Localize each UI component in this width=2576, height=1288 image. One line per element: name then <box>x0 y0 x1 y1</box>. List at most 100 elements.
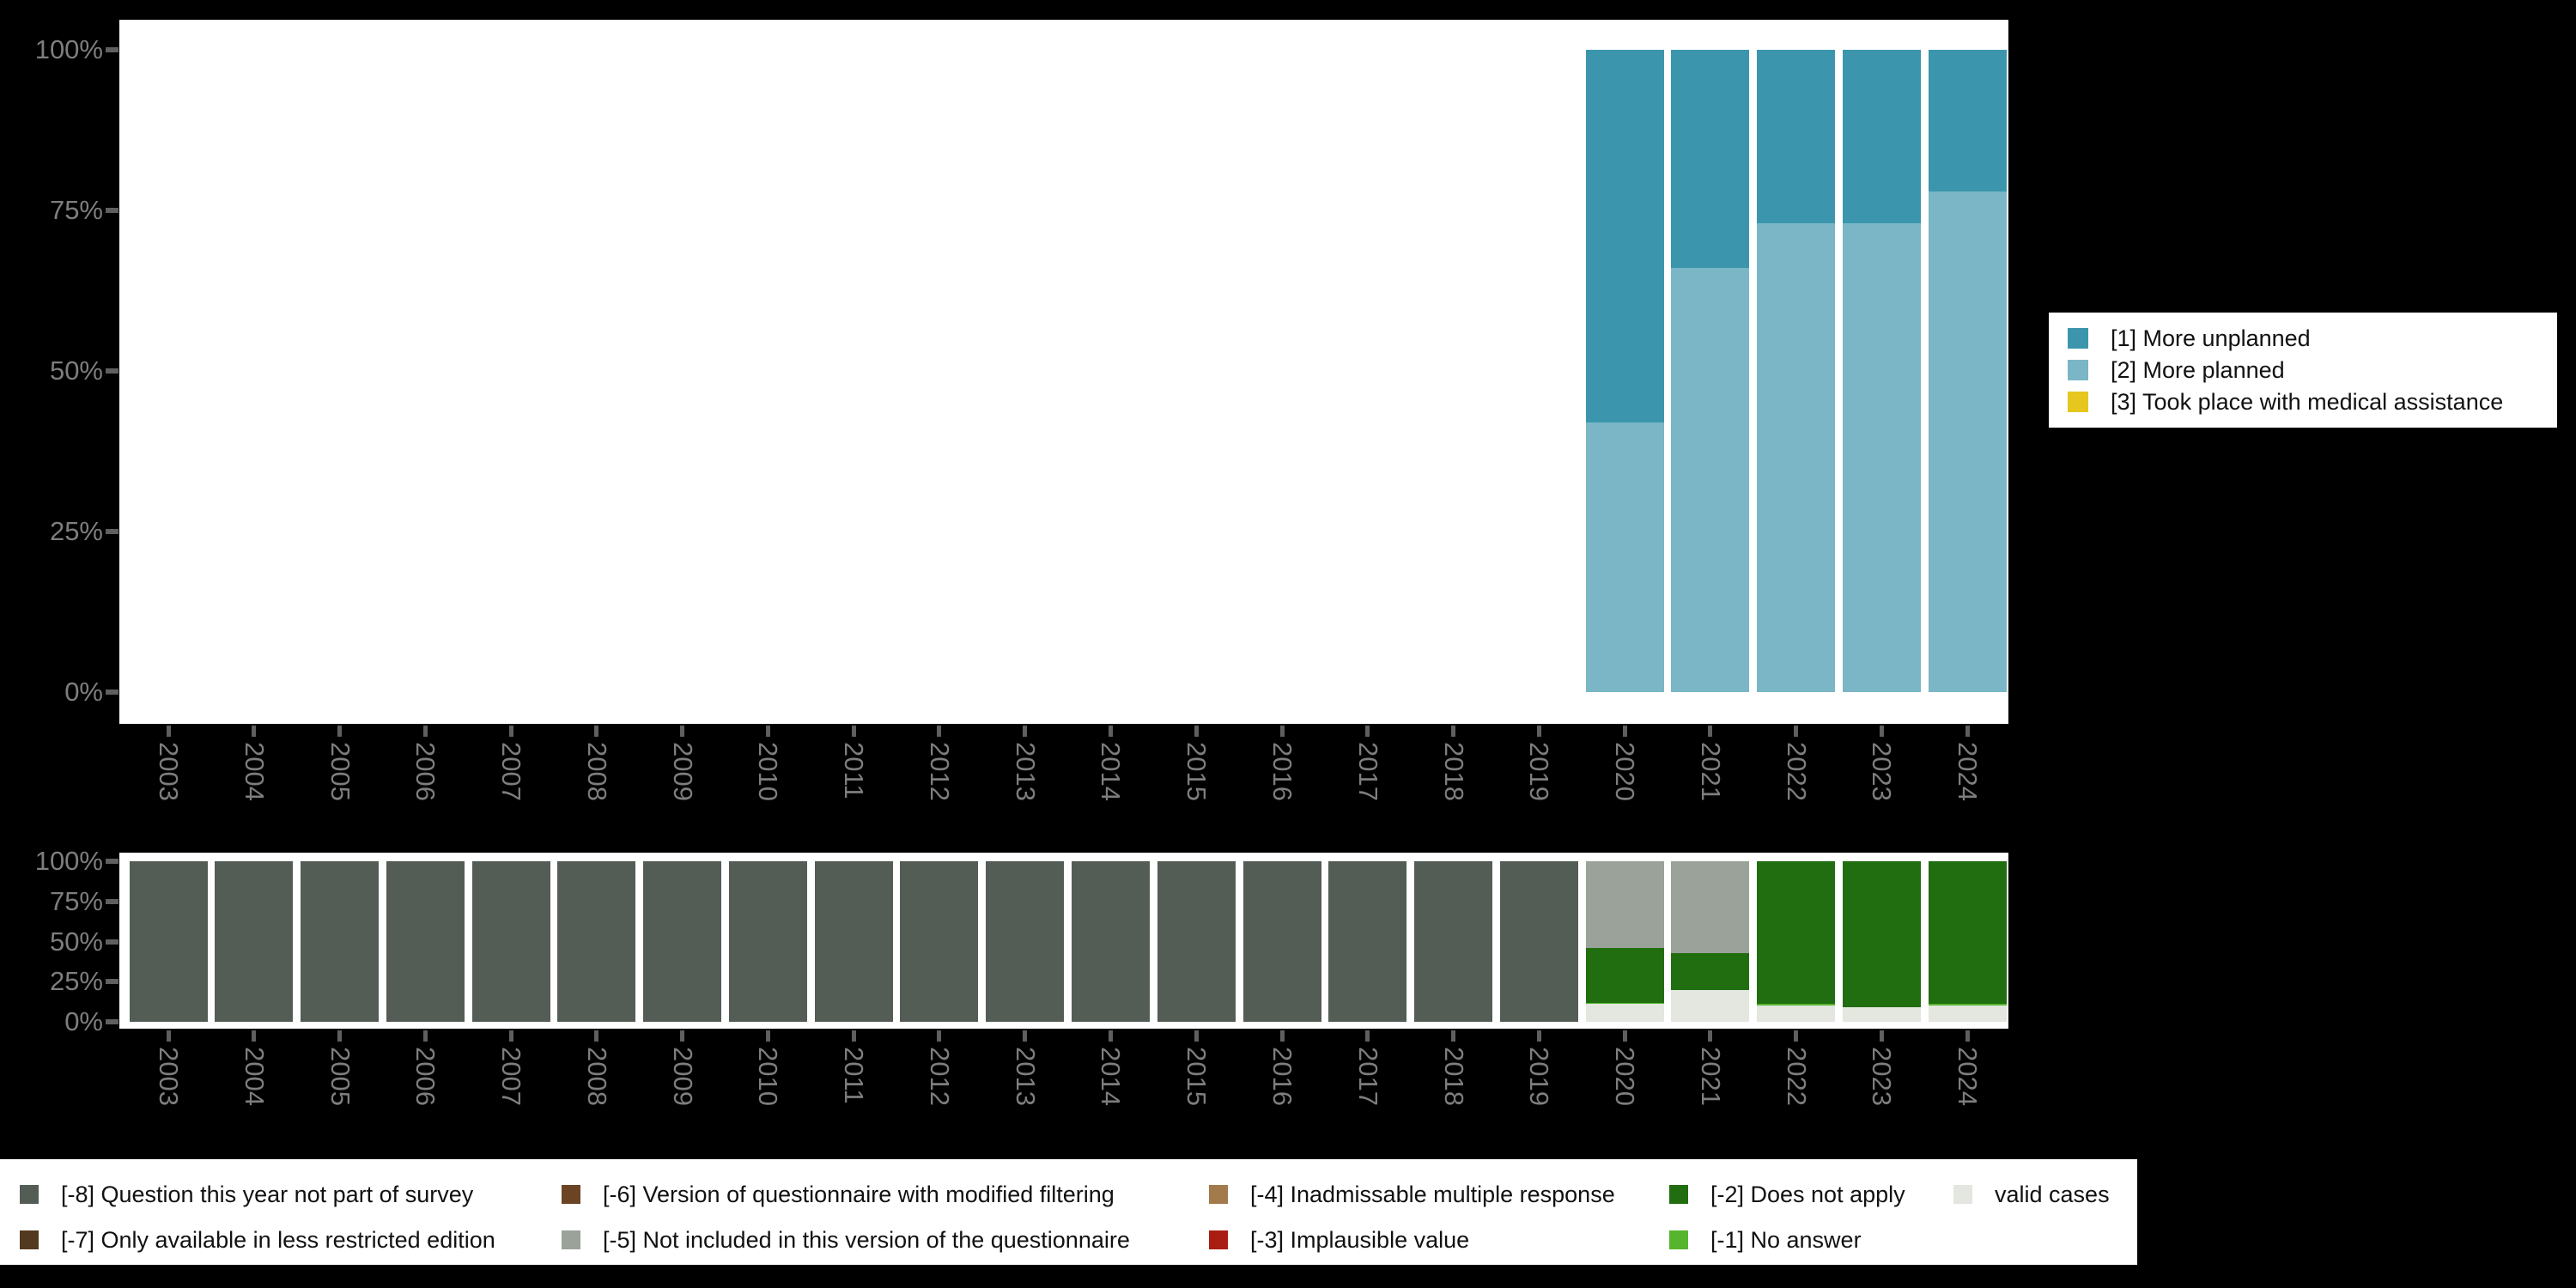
x-axis-tick-label: 2009 <box>667 742 698 801</box>
bar-segment-2024 <box>1928 861 2007 1005</box>
x-axis-tick-label: 2020 <box>1610 1047 1641 1106</box>
legend-color-swatch <box>20 1185 39 1204</box>
x-axis-tick <box>422 1030 428 1042</box>
bar-segment-2009 <box>643 861 722 1022</box>
legend-item: [-3] Implausible value <box>1209 1227 1469 1253</box>
y-axis-tick-label: 100% <box>34 34 103 64</box>
x-axis-tick-label: 2021 <box>1695 742 1726 801</box>
y-axis-tick-label: 50% <box>49 355 103 386</box>
y-axis-tick <box>106 979 118 985</box>
distribution-chart-panel <box>119 20 2008 724</box>
bar-segment-2021 <box>1671 268 1750 692</box>
x-axis-tick-label: 2008 <box>581 1047 612 1106</box>
legend-item: [-1] No answer <box>1669 1227 1862 1253</box>
y-axis-tick-label: 75% <box>49 885 103 916</box>
x-axis-tick <box>337 726 343 737</box>
bar-segment-2023 <box>1842 222 1921 692</box>
legend-color-swatch <box>1209 1185 1228 1204</box>
x-axis-tick <box>1879 726 1884 737</box>
bar-segment-2021 <box>1671 861 1750 953</box>
y-axis-tick <box>106 939 118 945</box>
legend-item-label: valid cases <box>1995 1182 2110 1207</box>
x-axis-tick <box>937 1030 942 1042</box>
x-axis-tick <box>422 726 428 737</box>
x-axis-tick <box>1622 1030 1627 1042</box>
x-axis-tick-label: 2005 <box>325 1047 355 1106</box>
legend-item-label: [-1] No answer <box>1710 1227 1862 1253</box>
y-axis-tick <box>106 1019 118 1024</box>
x-axis-tick-label: 2023 <box>1867 1047 1898 1106</box>
x-axis-tick <box>508 1030 513 1042</box>
legend-color-swatch <box>20 1230 39 1249</box>
bar-segment-2005 <box>301 861 380 1022</box>
legend-color-swatch <box>1669 1185 1688 1204</box>
legend-item-label: [-7] Only available in less restricted e… <box>61 1227 495 1253</box>
x-axis-tick-label: 2004 <box>239 742 270 801</box>
legend-color-swatch <box>2068 328 2088 349</box>
x-axis-tick-label: 2016 <box>1267 742 1297 801</box>
bar-segment-2020 <box>1585 861 1664 948</box>
x-axis-tick <box>1194 726 1199 737</box>
bar-segment-2022 <box>1757 1004 1836 1006</box>
x-axis-tick-label: 2010 <box>753 1047 784 1106</box>
x-axis-tick-label: 2019 <box>1524 1047 1555 1106</box>
bar-segment-2024 <box>1928 191 2007 692</box>
y-axis-tick <box>106 368 118 374</box>
bar-segment-2014 <box>1071 861 1150 1022</box>
legend-item: [-6] Version of questionnaire with modif… <box>562 1182 1115 1207</box>
bar-segment-2023 <box>1842 50 1921 223</box>
bar-segment-2012 <box>900 861 979 1022</box>
x-axis-tick-label: 2013 <box>1010 1047 1041 1106</box>
x-axis-tick <box>1279 1030 1285 1042</box>
bar-segment-2008 <box>557 861 636 1022</box>
x-axis-tick <box>680 726 685 737</box>
bar-segment-2023 <box>1842 1007 1921 1022</box>
bar-segment-2020 <box>1585 947 1664 1003</box>
legend-color-swatch <box>1953 1185 1972 1204</box>
bar-segment-2024 <box>1928 50 2007 191</box>
bar-segment-2018 <box>1414 861 1493 1022</box>
y-axis-tick-label: 0% <box>64 677 103 707</box>
bar-segment-2007 <box>471 861 550 1022</box>
x-axis-tick-label: 2017 <box>1352 742 1383 801</box>
x-axis-tick-label: 2016 <box>1267 1047 1297 1106</box>
y-axis-tick <box>106 529 118 534</box>
legend-item: [-8] Question this year not part of surv… <box>20 1182 473 1207</box>
x-axis-tick-label: 2018 <box>1438 742 1469 801</box>
x-axis-tick <box>1622 726 1627 737</box>
x-axis-tick-label: 2005 <box>325 742 355 801</box>
x-axis-tick <box>937 726 942 737</box>
legend-item-label: [-4] Inadmissable multiple response <box>1250 1182 1615 1207</box>
x-axis-tick-label: 2007 <box>496 742 527 801</box>
x-axis-tick <box>1023 726 1028 737</box>
x-axis-tick <box>851 726 856 737</box>
x-axis-tick <box>1451 726 1456 737</box>
bar-segment-2020 <box>1585 1002 1664 1005</box>
x-axis-tick <box>1108 1030 1113 1042</box>
x-axis-tick-label: 2021 <box>1695 1047 1726 1106</box>
x-axis-tick <box>1536 726 1541 737</box>
x-axis-tick-label: 2003 <box>154 742 184 801</box>
bar-segment-2019 <box>1499 861 1578 1022</box>
legend-color-swatch <box>2068 392 2088 412</box>
x-axis-tick <box>166 1030 171 1042</box>
y-axis-tick-label: 50% <box>49 926 103 957</box>
bar-segment-2010 <box>728 861 807 1022</box>
legend-item-label: [-6] Version of questionnaire with modif… <box>603 1182 1115 1207</box>
x-axis-tick <box>1108 726 1113 737</box>
x-axis-tick-label: 2006 <box>410 742 441 801</box>
missing-values-legend <box>0 1159 2137 1265</box>
x-axis-tick <box>1451 1030 1456 1042</box>
x-axis-tick <box>1023 1030 1028 1042</box>
bar-segment-2016 <box>1242 861 1321 1022</box>
x-axis-tick <box>1708 726 1713 737</box>
bar-segment-2024 <box>1928 1005 2007 1022</box>
x-axis-tick <box>1365 726 1370 737</box>
bar-segment-2004 <box>215 861 294 1022</box>
x-axis-tick <box>1536 1030 1541 1042</box>
bar-segment-2020 <box>1585 50 1664 422</box>
x-axis-tick-label: 2006 <box>410 1047 441 1106</box>
x-axis-tick-label: 2018 <box>1438 1047 1469 1106</box>
y-axis-tick-label: 25% <box>49 966 103 997</box>
x-axis-tick <box>252 1030 257 1042</box>
